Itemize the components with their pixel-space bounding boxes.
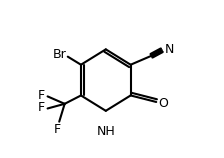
Text: Br: Br: [52, 48, 66, 61]
Text: O: O: [159, 97, 168, 110]
Text: F: F: [54, 123, 61, 136]
Text: F: F: [38, 89, 45, 102]
Text: F: F: [38, 101, 45, 114]
Text: N: N: [165, 43, 174, 56]
Text: NH: NH: [96, 125, 115, 138]
